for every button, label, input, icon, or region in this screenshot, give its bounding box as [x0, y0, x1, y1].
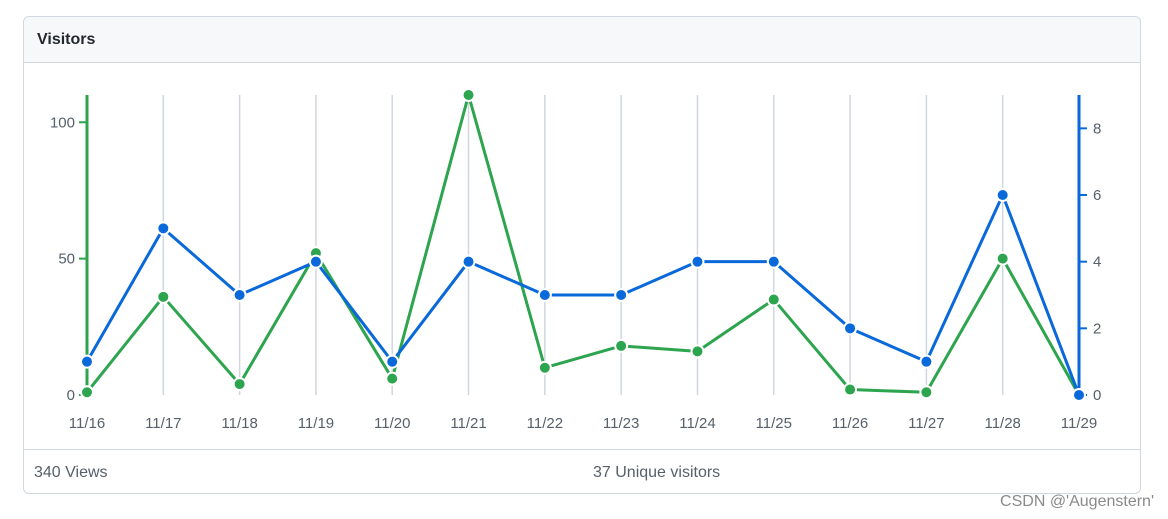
- x-tick-label: 11/27: [908, 415, 944, 432]
- unique-visitors-point: [995, 188, 1010, 202]
- x-tick-label: 11/18: [221, 415, 257, 432]
- x-tick-label: 11/22: [527, 415, 563, 432]
- x-tick-label: 11/25: [756, 415, 792, 432]
- y-left-tick-label: 100: [50, 114, 75, 131]
- y-right-tick-label: 8: [1093, 120, 1101, 137]
- x-tick-label: 11/24: [679, 415, 715, 432]
- views-point: [919, 385, 934, 400]
- unique-visitors-point: [385, 354, 400, 369]
- unique-visitors-count: 37 Unique visitors: [593, 464, 721, 481]
- views-point: [156, 289, 171, 304]
- views-point: [614, 338, 629, 353]
- unique-visitors-point: [690, 254, 705, 269]
- unique-visitors-point: [843, 321, 858, 336]
- x-tick-label: 11/16: [69, 415, 105, 432]
- y-right-tick-label: 2: [1093, 320, 1101, 337]
- y-left-tick-label: 50: [58, 251, 75, 268]
- x-tick-label: 11/29: [1061, 415, 1097, 432]
- x-tick-label: 11/26: [832, 415, 868, 432]
- views-point: [537, 360, 552, 375]
- card-header: Visitors: [24, 17, 1140, 63]
- card-title: Visitors: [37, 30, 96, 48]
- views-point: [385, 371, 400, 386]
- views-point: [995, 251, 1010, 266]
- unique-visitors-point: [232, 288, 247, 302]
- unique-visitors-point: [308, 254, 323, 269]
- unique-visitors-point: [156, 221, 171, 236]
- views-point: [690, 344, 705, 359]
- y-right-tick-label: 0: [1093, 387, 1101, 404]
- chart-area: 0 50 100 0 2 4 6 8 11/16 11/17 11/18 11/19 11/20 11/2…: [24, 63, 1140, 449]
- visitors-card: Visitors 0 50 100 0 2 4 6 8 11/16 11/17 11/18 11/19…: [23, 16, 1141, 494]
- x-tick-label: 11/20: [374, 415, 410, 432]
- visitors-chart: 0 50 100 0 2 4 6 8 11/16 11/17 11/18 11/19 11/20 11/2…: [50, 88, 1101, 432]
- series-line-unique-visitors: [85, 193, 1081, 396]
- x-tick-label: 11/19: [298, 415, 334, 432]
- unique-visitors-point: [461, 254, 476, 269]
- unique-visitors-point: [919, 354, 934, 369]
- y-right-tick-label: 6: [1093, 187, 1101, 204]
- views-point: [766, 292, 781, 307]
- unique-visitors-point: [537, 288, 552, 302]
- y-left-tick-label: 0: [67, 387, 75, 404]
- views-point: [843, 382, 858, 397]
- unique-visitors-point: [614, 288, 629, 302]
- x-tick-label: 11/21: [450, 415, 486, 432]
- views-count: 340 Views: [34, 464, 108, 481]
- watermark: CSDN @'Augenstern': [1000, 493, 1154, 510]
- views-point: [80, 385, 94, 400]
- views-point: [232, 377, 247, 392]
- x-tick-label: 11/28: [984, 415, 1020, 432]
- x-tick-label: 11/23: [603, 415, 639, 432]
- card-footer: 340 Views 37 Unique visitors: [24, 449, 1140, 493]
- unique-visitors-point: [766, 254, 781, 269]
- unique-visitors-point: [80, 354, 94, 369]
- series-line-views: [85, 93, 1081, 396]
- y-right-tick-label: 4: [1093, 254, 1101, 271]
- unique-visitors-point: [1072, 388, 1086, 402]
- x-tick-label: 11/17: [145, 415, 181, 432]
- views-point: [461, 88, 476, 102]
